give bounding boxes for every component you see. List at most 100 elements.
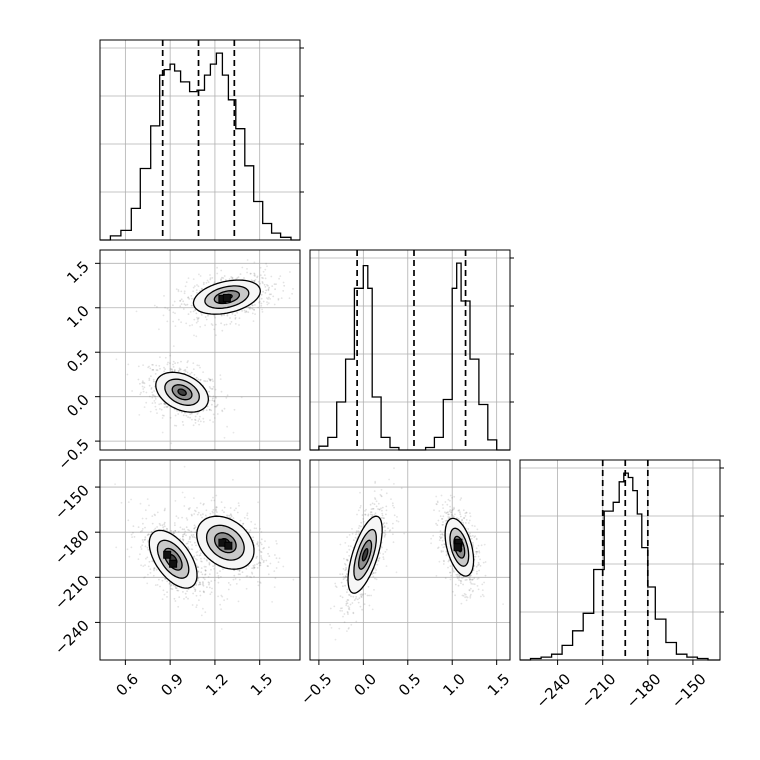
scatter-point	[187, 597, 189, 600]
scatter-point	[163, 508, 166, 511]
scatter-point	[230, 514, 232, 516]
scatter-point	[342, 585, 344, 588]
scatter-point	[442, 507, 444, 509]
scatter-point	[184, 304, 187, 306]
scatter-point	[148, 560, 151, 563]
scatter-point	[150, 531, 153, 533]
scatter-point	[147, 533, 150, 536]
scatter-point	[137, 365, 140, 368]
scatter-point	[466, 596, 469, 599]
y-tick-label: 1.0	[63, 302, 93, 332]
scatter-point	[269, 562, 272, 565]
density-peak	[453, 543, 462, 552]
scatter-point	[275, 567, 278, 569]
scatter-point	[257, 562, 260, 565]
scatter-point	[185, 596, 188, 599]
scatter-point	[147, 366, 150, 369]
scatter-point	[255, 557, 258, 559]
scatter-point	[471, 590, 474, 593]
scatter-point	[196, 291, 198, 294]
scatter-point	[203, 502, 205, 505]
scatter-point	[213, 399, 216, 402]
scatter-point	[372, 572, 375, 574]
scatter-point	[197, 571, 200, 573]
scatter-point	[137, 526, 140, 528]
scatter-point	[127, 501, 130, 503]
scatter-point	[342, 578, 345, 581]
scatter-point	[174, 312, 176, 315]
scatter-point	[146, 582, 149, 585]
scatter-point	[358, 597, 361, 600]
scatter-point	[383, 534, 386, 537]
scatter-point	[200, 614, 203, 617]
scatter-point	[279, 275, 282, 277]
scatter-point	[273, 303, 276, 306]
scatter-point	[360, 595, 363, 598]
scatter-panel-p1_vs_p0	[99, 249, 301, 451]
scatter-point	[161, 598, 164, 600]
scatter-point	[193, 536, 196, 539]
scatter-point	[238, 578, 241, 581]
scatter-point	[381, 512, 384, 515]
scatter-point	[260, 555, 262, 557]
scatter-point	[483, 581, 485, 584]
scatter-point	[348, 554, 351, 557]
scatter-point	[461, 519, 463, 522]
scatter-point	[205, 565, 207, 568]
scatter-point	[261, 282, 264, 284]
scatter-point	[172, 360, 175, 363]
scatter-point	[345, 602, 348, 605]
scatter-point	[201, 516, 203, 519]
scatter-point	[382, 523, 385, 525]
scatter-point	[347, 627, 350, 630]
scatter-point	[199, 514, 202, 516]
scatter-point	[464, 512, 467, 515]
scatter-point	[263, 547, 265, 549]
scatter-point	[383, 517, 385, 520]
scatter-point	[186, 519, 189, 521]
scatter-point	[355, 531, 358, 534]
scatter-point	[205, 509, 208, 512]
scatter-point	[259, 282, 261, 285]
scatter-point	[204, 569, 207, 571]
scatter-point	[139, 502, 142, 505]
scatter-point	[232, 478, 234, 481]
scatter-point	[256, 563, 258, 566]
scatter-point	[139, 553, 141, 556]
scatter-point	[476, 551, 478, 553]
scatter-point	[181, 538, 184, 541]
scatter-point	[371, 507, 374, 510]
scatter-point	[241, 266, 244, 269]
scatter-point	[274, 577, 277, 580]
scatter-point	[260, 293, 263, 296]
scatter-point	[470, 582, 473, 585]
scatter-point	[385, 505, 388, 508]
scatter-point	[192, 424, 195, 427]
scatter-point	[359, 605, 362, 608]
scatter-point	[329, 607, 332, 610]
scatter-point	[192, 286, 195, 289]
scatter-point	[187, 546, 190, 549]
scatter-point	[257, 545, 260, 547]
scatter-point	[478, 569, 480, 572]
scatter-point	[259, 266, 262, 269]
scatter-point	[257, 584, 260, 587]
scatter-point	[231, 313, 234, 315]
scatter-point	[195, 312, 198, 315]
scatter-point	[362, 520, 365, 523]
scatter-point	[357, 530, 360, 533]
scatter-point	[170, 583, 173, 586]
scatter-point	[267, 302, 270, 304]
scatter-point	[273, 586, 276, 588]
scatter-point	[253, 566, 255, 569]
scatter-point	[204, 569, 207, 572]
scatter-point	[259, 564, 262, 567]
scatter-point	[270, 275, 273, 278]
scatter-point	[165, 405, 168, 408]
scatter-point	[199, 325, 202, 328]
scatter-point	[198, 418, 201, 420]
scatter-point	[207, 314, 209, 317]
scatter-point	[329, 623, 331, 626]
scatter-point	[193, 285, 196, 287]
scatter-point	[209, 379, 211, 381]
